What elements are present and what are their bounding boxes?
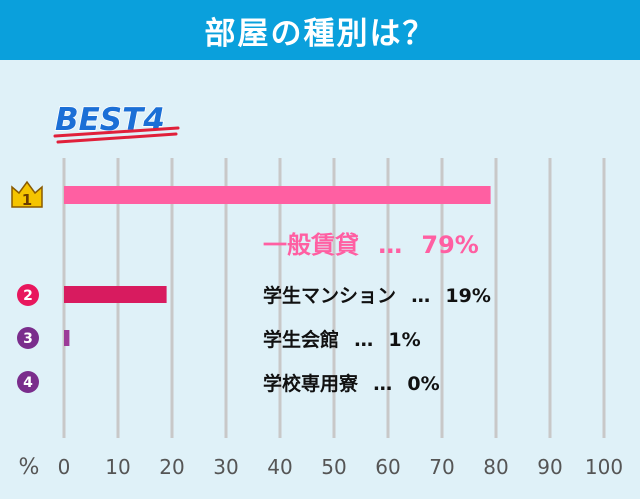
bar-labels: 一般賃貸 … 79% 学生マンション … 19% 学生会館 … 1% 学校専用寮 … 0% [263,231,491,395]
category-label: 学生会館 [263,328,339,351]
bar [64,330,70,346]
bar-label: 学生マンション … 19% [263,284,491,307]
label-separator: … [354,329,373,351]
x-tick-label: 40 [267,455,292,479]
badge-underline [53,126,180,144]
x-tick-label: 100 [585,455,623,479]
rank-number: 3 [23,331,33,347]
x-tick-label: 50 [321,455,346,479]
rank-markers: 1 2 3 4 [11,180,43,393]
best-badge: BEST4 [53,101,180,144]
label-separator: … [411,285,430,307]
bar-label: 学生会館 … 1% [263,328,421,351]
category-label: 学校専用寮 [263,372,359,395]
x-tick-label: 30 [213,455,238,479]
grid-lines [62,158,606,438]
x-tick-label: 80 [483,455,508,479]
rank-number: 2 [23,288,33,304]
category-label: 学生マンション [263,284,396,307]
rank-circle [17,327,39,349]
bar-label: 一般賃貸 … 79% [263,231,479,259]
value-label: 1% [388,329,420,351]
value-label: 19% [445,285,490,307]
value-label: 79% [421,231,478,259]
value-label: 0% [407,373,439,395]
x-axis: % 0 10 20 30 40 50 60 70 80 90 100 [19,455,624,480]
x-tick-label: 0 [58,455,71,479]
x-tick-label: 20 [159,455,184,479]
header-bar: 部屋の種別は？ [0,0,640,60]
bar-label: 学校専用寮 … 0% [263,372,440,395]
x-tick-label: 90 [537,455,562,479]
axis-unit-label: % [19,455,40,480]
category-label: 一般賃貸 [263,231,359,259]
bar [64,286,167,303]
crown-icon [11,180,43,208]
bars [64,186,491,346]
rank-number: 4 [23,375,33,391]
x-tick-label: 10 [105,455,130,479]
page-title: 部屋の種別は？ [204,15,436,52]
rank-circle [17,284,39,306]
x-tick-label: 60 [375,455,400,479]
rank-number: 1 [22,191,32,209]
label-separator: … [378,231,402,259]
rank-circle [17,371,39,393]
x-tick-label: 70 [429,455,454,479]
bar [64,186,491,204]
label-separator: … [373,373,392,395]
